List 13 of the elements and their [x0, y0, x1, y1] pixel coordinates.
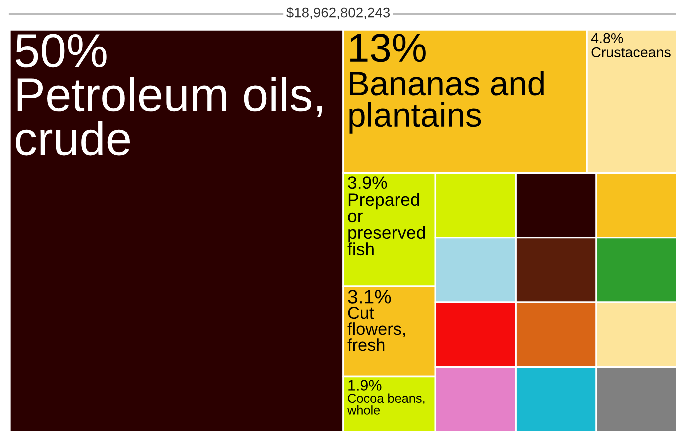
- category-label: Crustaceans: [592, 47, 671, 58]
- data-label: 3.1%: [348, 290, 392, 304]
- text: $18,962,802,243: [286, 7, 390, 20]
- data-label: 4.8%: [591, 33, 624, 44]
- data-label: 3.9%: [348, 176, 388, 190]
- category-label: Cocoa beans, whole: [347, 394, 425, 415]
- data-label: 50%: [16, 34, 107, 68]
- category-label: Cut flowers, fresh: [348, 307, 406, 352]
- category-label: Bananas and plantains: [350, 71, 544, 134]
- data-label: 1.9%: [348, 380, 382, 391]
- category-label: Prepared or preserved fish: [348, 193, 426, 256]
- data-label: 13%: [350, 34, 426, 62]
- category-label: Petroleum oils, crude: [16, 77, 322, 156]
